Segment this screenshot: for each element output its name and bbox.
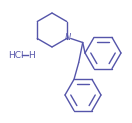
Text: HCl: HCl (8, 51, 24, 60)
Text: H: H (28, 51, 35, 60)
Text: N: N (65, 33, 71, 42)
